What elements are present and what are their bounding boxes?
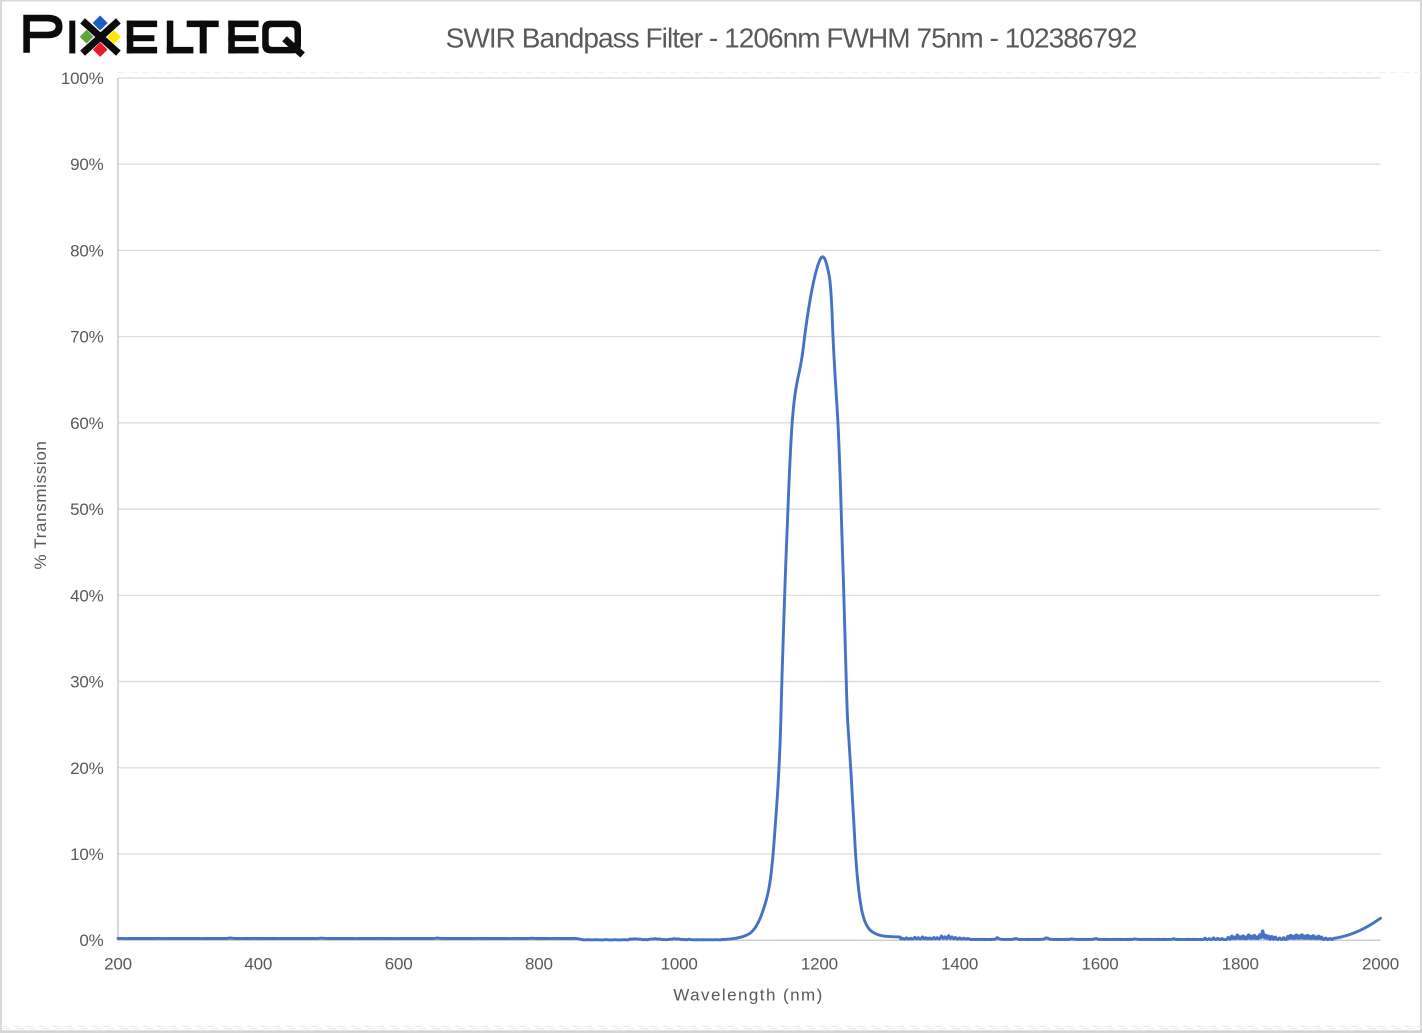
svg-text:800: 800 bbox=[525, 955, 553, 974]
svg-text:20%: 20% bbox=[70, 759, 104, 778]
svg-text:1600: 1600 bbox=[1081, 955, 1118, 974]
svg-text:0%: 0% bbox=[79, 931, 103, 950]
svg-text:90%: 90% bbox=[70, 155, 104, 174]
svg-text:1200: 1200 bbox=[801, 955, 838, 974]
svg-text:SWIR Bandpass Filter - 1206nm: SWIR Bandpass Filter - 1206nm FWHM 75nm … bbox=[446, 23, 1137, 54]
svg-text:1000: 1000 bbox=[661, 955, 698, 974]
svg-text:100%: 100% bbox=[61, 69, 104, 88]
svg-text:60%: 60% bbox=[70, 414, 104, 433]
svg-text:1400: 1400 bbox=[941, 955, 978, 974]
svg-text:200: 200 bbox=[104, 955, 132, 974]
svg-text:1800: 1800 bbox=[1222, 955, 1259, 974]
svg-text:40%: 40% bbox=[70, 586, 104, 605]
svg-text:Wavelength (nm): Wavelength (nm) bbox=[673, 986, 824, 1005]
svg-text:% Transmission: % Transmission bbox=[31, 440, 50, 569]
svg-text:70%: 70% bbox=[70, 328, 104, 347]
svg-text:10%: 10% bbox=[70, 845, 104, 864]
svg-text:600: 600 bbox=[385, 955, 413, 974]
svg-text:50%: 50% bbox=[70, 500, 104, 519]
svg-text:400: 400 bbox=[244, 955, 272, 974]
svg-text:80%: 80% bbox=[70, 241, 104, 260]
svg-text:30%: 30% bbox=[70, 673, 104, 692]
svg-text:2000: 2000 bbox=[1362, 955, 1399, 974]
